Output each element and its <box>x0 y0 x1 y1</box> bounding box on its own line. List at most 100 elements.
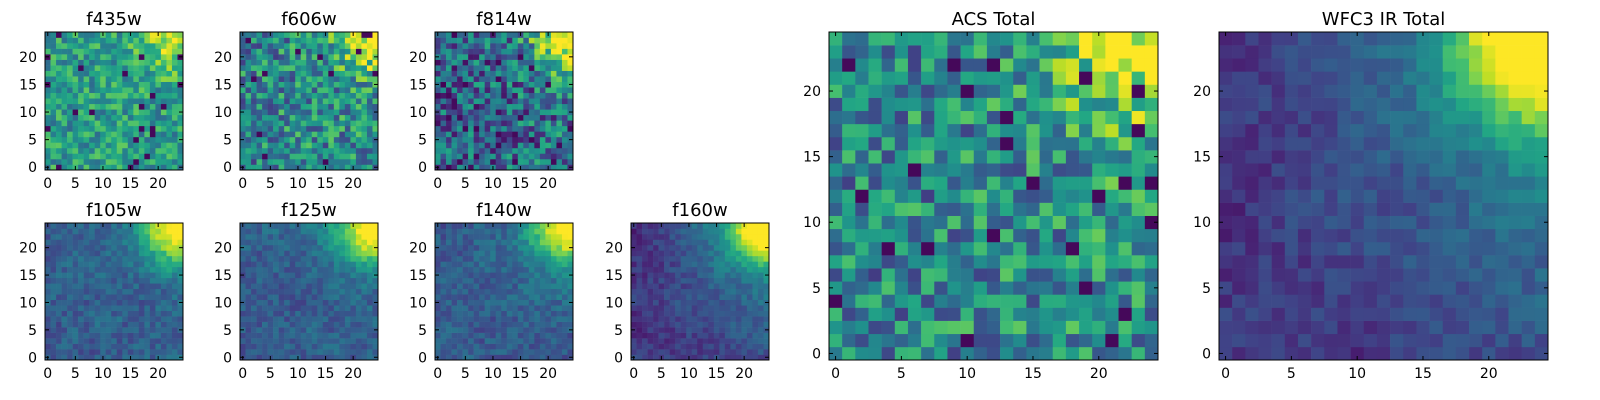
heatmap-cell <box>122 277 129 284</box>
heatmap-cell <box>262 48 268 55</box>
heatmap-cell <box>528 316 535 322</box>
heatmap-cell <box>490 228 497 235</box>
heatmap-cell <box>894 189 909 203</box>
heatmap-cell <box>267 266 274 273</box>
heatmap-cell <box>473 310 480 317</box>
heatmap-cell <box>440 321 447 328</box>
heatmap-cell <box>300 354 307 361</box>
heatmap-cell <box>133 338 140 344</box>
heatmap-cell <box>501 59 508 66</box>
heatmap-cell <box>317 261 324 268</box>
heatmap-cell <box>934 294 948 308</box>
heatmap-cell <box>741 332 748 339</box>
heatmap-cell <box>462 37 469 44</box>
heatmap-cell <box>534 114 541 121</box>
heatmap-cell <box>256 37 263 44</box>
heatmap-cell <box>556 125 563 132</box>
heatmap-cell <box>1013 163 1027 177</box>
heatmap-cell <box>653 327 659 333</box>
heatmap-cell <box>127 277 134 284</box>
heatmap-cell <box>451 48 458 55</box>
heatmap-cell <box>300 332 307 339</box>
heatmap-cell <box>561 288 568 295</box>
heatmap-cell <box>149 354 156 361</box>
heatmap-cell <box>83 305 90 311</box>
heatmap-cell <box>45 332 51 339</box>
heatmap-cell <box>50 266 57 273</box>
heatmap-cell <box>512 294 519 301</box>
heatmap-cell <box>528 131 535 138</box>
heatmap-cell <box>501 250 508 257</box>
heatmap-cell <box>100 48 107 55</box>
heatmap-cell <box>289 261 296 268</box>
heatmap-cell <box>278 310 285 317</box>
heatmap-cell <box>105 228 112 235</box>
heatmap-cell <box>366 136 373 143</box>
heatmap-cell <box>144 250 151 257</box>
heatmap-cell <box>457 250 463 257</box>
heatmap-cell <box>636 261 643 268</box>
heatmap-cell <box>339 109 346 116</box>
heatmap-cell <box>556 305 563 311</box>
heatmap-cell <box>907 294 922 308</box>
heatmap-cell <box>435 142 441 149</box>
heatmap-cell <box>267 131 274 138</box>
heatmap-cell <box>344 343 351 350</box>
heatmap-cell <box>642 294 648 301</box>
heatmap-cell <box>435 125 441 132</box>
heatmap-cell <box>440 327 447 333</box>
heatmap-cell <box>647 332 654 339</box>
heatmap-cell <box>506 343 513 350</box>
heatmap-cell <box>686 349 693 355</box>
heatmap-cell <box>133 349 140 355</box>
heatmap-cell <box>366 299 373 306</box>
heatmap-cell <box>372 125 379 132</box>
heatmap-cell <box>561 266 568 273</box>
y-tick-label: 20 <box>409 241 427 257</box>
heatmap-cell <box>372 332 379 339</box>
heatmap-cell <box>100 228 107 235</box>
heatmap-cell <box>1013 320 1027 335</box>
heatmap-cell <box>105 294 112 301</box>
heatmap-cell <box>539 266 546 273</box>
heatmap-cell <box>361 37 368 44</box>
heatmap-cell <box>56 305 62 311</box>
heatmap-cell <box>631 332 637 339</box>
heatmap-cell <box>149 277 156 284</box>
heatmap-cell <box>83 294 90 301</box>
heatmap-cell <box>435 261 441 268</box>
heatmap-cell <box>664 305 670 311</box>
heatmap-cell <box>501 142 508 149</box>
heatmap-cell <box>545 327 552 333</box>
heatmap-cell <box>528 70 535 77</box>
heatmap-cell <box>361 164 368 171</box>
heatmap-cell <box>468 125 474 132</box>
heatmap-cell <box>78 321 84 328</box>
heatmap-cell <box>435 250 441 257</box>
heatmap-cell <box>295 338 302 344</box>
y-tick-label: 5 <box>28 133 37 149</box>
heatmap-cell <box>267 299 274 306</box>
heatmap-cell <box>166 114 173 121</box>
heatmap-cell <box>545 37 552 44</box>
heatmap-cell <box>61 43 68 49</box>
heatmap-cell <box>284 354 290 361</box>
heatmap-cell <box>528 239 535 246</box>
heatmap-cell <box>328 54 335 60</box>
heatmap-cell <box>45 349 51 355</box>
heatmap-cell <box>122 142 129 149</box>
heatmap-cell <box>457 54 463 60</box>
heatmap-cell <box>278 283 285 290</box>
heatmap-cell <box>350 305 357 311</box>
heatmap-cell <box>116 244 123 251</box>
heatmap-cell <box>138 147 145 154</box>
panel-title: f606w <box>281 9 336 30</box>
heatmap-cell <box>567 32 574 38</box>
heatmap-cell <box>72 142 79 149</box>
heatmap-cell <box>72 244 79 251</box>
heatmap-cell <box>344 54 351 60</box>
heatmap-cell <box>669 332 676 339</box>
heatmap-cell <box>534 147 541 154</box>
heatmap-cell <box>138 109 145 116</box>
heatmap-cell <box>561 354 568 361</box>
